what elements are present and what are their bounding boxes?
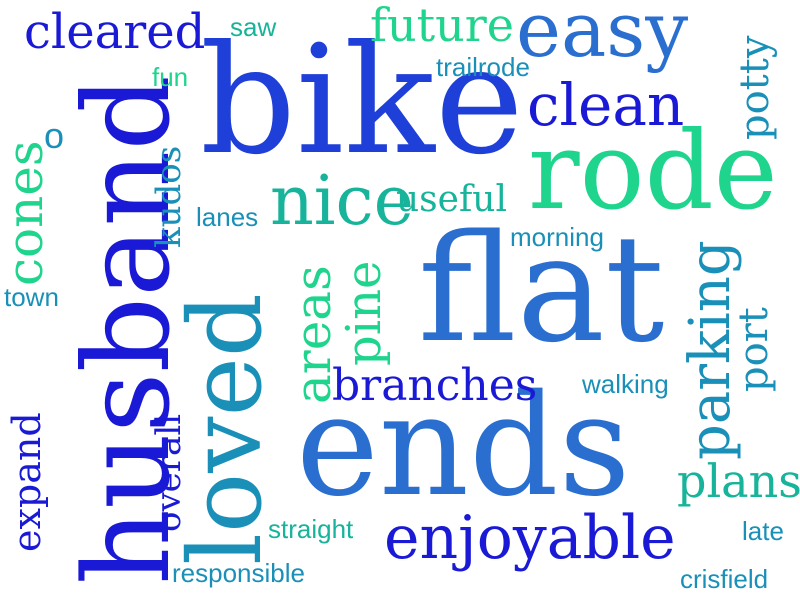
word-town: town bbox=[4, 282, 59, 312]
word-late: late bbox=[742, 516, 784, 546]
word-branches: branches bbox=[332, 360, 538, 411]
word-responsible: responsible bbox=[172, 558, 305, 588]
word-enjoyable: enjoyable bbox=[384, 503, 676, 573]
word-useful: useful bbox=[396, 179, 507, 220]
word-future: future bbox=[370, 0, 514, 52]
word-rode: rode bbox=[528, 109, 778, 234]
word-fun: fun bbox=[152, 62, 189, 92]
word-plans: plans bbox=[677, 454, 800, 508]
word-crisfield: crisfield bbox=[680, 564, 769, 594]
word-trailrode: trailrode bbox=[436, 52, 530, 82]
word-easy: easy bbox=[516, 0, 689, 74]
word-lanes: lanes bbox=[196, 202, 259, 232]
word-pine: pine bbox=[336, 260, 392, 366]
word-kudos: kudos bbox=[149, 145, 189, 248]
word-saw: saw bbox=[230, 12, 277, 42]
word-potty: potty bbox=[732, 35, 778, 140]
word-nice: nice bbox=[270, 162, 414, 241]
word-areas: areas bbox=[284, 265, 342, 404]
word-o: o bbox=[44, 115, 65, 156]
word-morning: morning bbox=[510, 222, 604, 252]
word-flat: flat bbox=[418, 203, 665, 375]
word-loved: loved bbox=[167, 293, 284, 565]
word-bike: bike bbox=[200, 14, 524, 188]
word-cleared: cleared bbox=[24, 4, 206, 60]
word-port: port bbox=[731, 307, 777, 392]
word-clean: clean bbox=[527, 71, 685, 139]
word-expand: expand bbox=[5, 412, 49, 552]
word-straight: straight bbox=[268, 514, 354, 544]
word-ends: ends bbox=[296, 365, 631, 528]
word-walking: walking bbox=[582, 369, 669, 399]
word-cones: cones bbox=[0, 140, 54, 286]
word-overall: overall bbox=[149, 413, 189, 532]
